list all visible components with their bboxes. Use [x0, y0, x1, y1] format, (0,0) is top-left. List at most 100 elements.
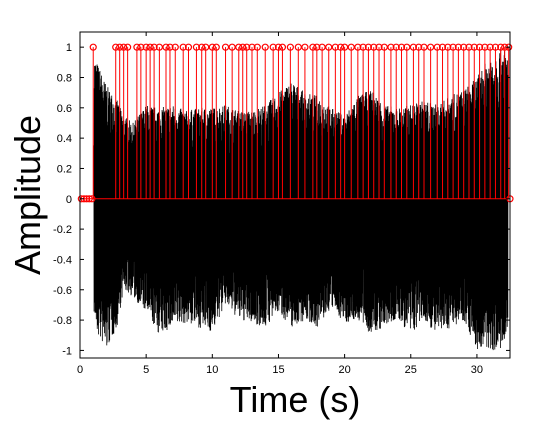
stem-point: [112, 43, 120, 199]
stem-point: [397, 43, 406, 199]
y-tick-label: -0.8: [53, 315, 72, 327]
stem-point: [420, 43, 428, 199]
plot-frame: [79, 31, 511, 359]
stem-marker: [248, 43, 256, 51]
y-tick-label: -1: [62, 345, 72, 357]
stem-point: [171, 43, 179, 199]
stem-marker: [325, 43, 333, 51]
stem-point: [274, 43, 283, 199]
stem-point: [309, 43, 317, 199]
y-tick-label: 0.8: [57, 72, 72, 84]
stem-marker: [301, 43, 309, 51]
stem-marker: [438, 43, 447, 51]
stem-marker: [221, 43, 230, 51]
stem-point: [359, 43, 367, 199]
stem-marker: [124, 43, 132, 51]
stem-marker: [116, 43, 124, 51]
stem-marker: [392, 43, 400, 51]
stem-point: [475, 43, 484, 199]
stem-point: [294, 43, 302, 199]
x-tick-label: 10: [206, 364, 218, 376]
stem-marker: [454, 43, 462, 51]
stem-marker: [235, 43, 243, 51]
stem-marker: [133, 43, 141, 51]
stem-point: [286, 43, 294, 199]
stem-marker: [486, 43, 494, 51]
stem-point: [438, 43, 447, 199]
stem-marker: [286, 43, 294, 51]
stem-point: [505, 43, 513, 199]
y-tick-label: -0.2: [53, 224, 72, 236]
stem-marker: [364, 43, 373, 51]
stem-marker: [444, 43, 452, 51]
stem-point: [133, 43, 141, 199]
stem-point: [403, 43, 411, 199]
stem-point: [325, 43, 333, 199]
stem-marker: [505, 43, 513, 51]
x-tick-label: 0: [77, 364, 83, 376]
y-tick-label: -0.4: [53, 254, 72, 266]
stem-point: [375, 43, 383, 199]
stem-marker: [112, 43, 120, 51]
stem-point: [116, 43, 124, 199]
x-tick-label: 15: [272, 364, 284, 376]
stem-marker: [359, 43, 367, 51]
stem-point: [166, 43, 174, 199]
y-tick-label: 0: [66, 194, 72, 206]
stem-marker: [269, 43, 277, 51]
stem-point: [202, 43, 210, 199]
stem-marker: [449, 43, 457, 51]
stem-point: [449, 43, 457, 199]
stem-point: [427, 43, 435, 199]
stem-marker: [239, 43, 247, 51]
stem-marker: [370, 43, 378, 51]
x-tick-label: 20: [338, 364, 350, 376]
stem-point: [120, 43, 128, 199]
stem-marker: [142, 43, 150, 51]
stem-point: [184, 43, 193, 199]
stem-zero-marker: [88, 195, 96, 203]
stem-point: [337, 43, 345, 199]
y-tick-label: -0.6: [53, 285, 72, 297]
stem-marker: [433, 43, 441, 51]
stem-marker: [253, 43, 261, 51]
stem-point: [364, 43, 373, 199]
stem-marker: [397, 43, 406, 51]
stem-marker: [465, 43, 473, 51]
stem-marker: [409, 43, 418, 51]
stem-marker: [202, 43, 210, 51]
stem-marker: [491, 43, 500, 51]
stem-point: [497, 43, 505, 199]
stem-series: [77, 43, 514, 203]
stem-marker: [212, 43, 220, 51]
stem-marker: [150, 43, 158, 51]
stem-point: [460, 43, 468, 199]
stem-marker: [198, 43, 206, 51]
stem-point: [155, 43, 163, 199]
stem-point: [146, 43, 154, 199]
stem-point: [444, 43, 452, 199]
stem-marker: [427, 43, 435, 51]
stem-marker: [337, 43, 345, 51]
stem-point: [221, 43, 230, 199]
stem-point: [465, 43, 473, 199]
x-tick-label: 30: [471, 364, 483, 376]
stem-marker: [470, 43, 478, 51]
stem-marker: [137, 43, 145, 51]
stem-marker: [347, 43, 355, 51]
stem-marker: [192, 43, 201, 51]
stem-marker: [261, 43, 269, 51]
stem-point: [387, 43, 395, 199]
stem-point: [124, 43, 132, 199]
stem-point: [198, 43, 206, 199]
stem-marker: [420, 43, 428, 51]
stem-marker: [179, 43, 187, 51]
stem-marker: [166, 43, 174, 51]
stem-point: [318, 43, 326, 199]
stem-marker: [274, 43, 283, 51]
stem-point: [341, 43, 349, 199]
stem-point: [313, 43, 321, 199]
stem-marker: [155, 43, 163, 51]
